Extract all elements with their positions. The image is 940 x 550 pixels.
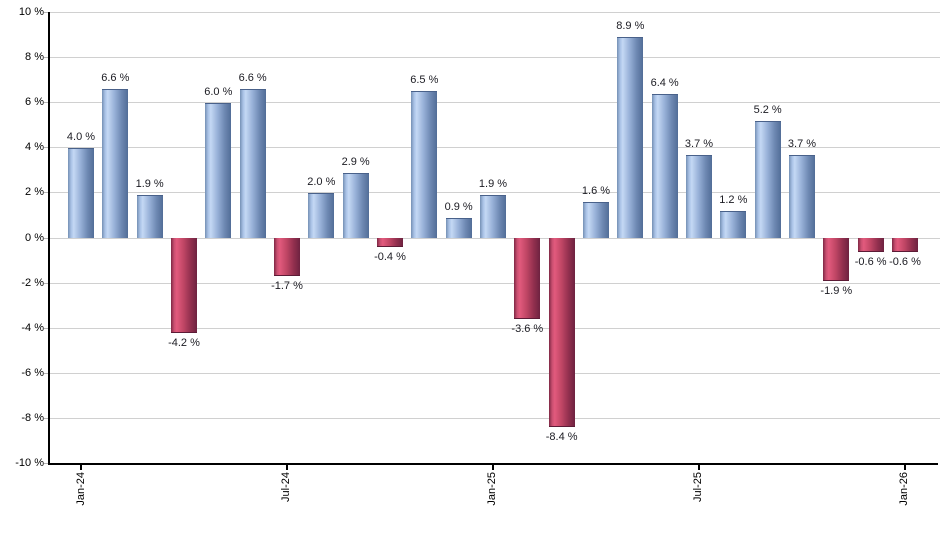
bar-Jul-25 [685, 154, 712, 238]
bar-Jul-24 [273, 238, 300, 277]
y-axis-tick--4 [44, 327, 48, 329]
bar-Dec-24 [445, 217, 472, 238]
bar-Feb-25 [514, 238, 541, 320]
bar-value-label-May-24: 6.0 % [204, 85, 233, 98]
bar-Dec-25 [857, 238, 884, 252]
y-axis-tick-0 [44, 237, 48, 239]
bar-value-label-Jul-24: -1.7 % [271, 280, 303, 293]
bar-Aug-24 [308, 192, 335, 238]
bar-value-label-Nov-25: -1.9 % [820, 284, 853, 297]
x-axis-tick-Jul-25 [697, 463, 700, 470]
bar-value-label-Nov-24: 6.5 % [410, 74, 439, 87]
gridline--8 [48, 417, 940, 419]
bar-Jan-26 [891, 238, 918, 252]
bar-value-label-Sep-24: 2.9 % [341, 155, 370, 168]
bar-Apr-24 [170, 238, 197, 333]
bar-Nov-25 [823, 238, 850, 281]
y-axis-label-6: 6 % [25, 96, 44, 109]
y-axis-label--2: -2 % [21, 276, 44, 289]
y-axis-tick-2 [44, 192, 48, 194]
bar-Jun-25 [651, 93, 678, 238]
bar-Aug-25 [720, 210, 747, 238]
x-axis-tick-Jul-24 [285, 463, 288, 470]
bar-Jun-24 [239, 89, 266, 238]
y-axis-label--4: -4 % [21, 321, 44, 334]
bar-value-label-Feb-24: 6.6 % [101, 72, 130, 85]
bar-value-label-May-25: 8.9 % [616, 20, 645, 33]
y-axis-tick-10 [44, 12, 48, 13]
bar-value-label-Sep-25: 5.2 % [753, 103, 782, 116]
x-axis-label-Jan-26: Jan-26 [898, 472, 911, 506]
bar-Sep-24 [342, 172, 369, 238]
bar-value-label-Oct-24: -0.4 % [374, 251, 406, 264]
x-axis-line [48, 463, 938, 465]
y-axis-label-0: 0 % [25, 231, 44, 244]
bar-Nov-24 [411, 91, 438, 238]
y-axis-label--8: -8 % [21, 411, 44, 424]
gridline-4 [48, 147, 940, 149]
bar-Jan-24 [68, 147, 94, 238]
bar-Apr-25 [582, 201, 609, 238]
bar-value-label-Feb-25: -3.6 % [511, 323, 544, 336]
y-axis-tick--10 [44, 463, 48, 464]
y-axis-label--10: -10 % [15, 457, 44, 469]
bar-value-label-Oct-25: 3.7 % [787, 137, 817, 150]
bar-value-label-Mar-25: -8.4 % [545, 431, 578, 444]
gridline-6 [48, 102, 940, 104]
bar-May-24 [205, 102, 232, 238]
bar-value-label-Jun-24: 6.6 % [238, 72, 267, 85]
bar-Feb-24 [102, 89, 129, 238]
x-axis-label-Jan-25: Jan-25 [486, 472, 499, 506]
x-axis-tick-Jan-25 [491, 463, 494, 470]
bar-May-25 [617, 37, 644, 238]
bar-value-label-Jan-24: 4.0 % [66, 130, 96, 143]
bar-Oct-24 [376, 238, 403, 248]
bar-value-label-Jun-25: 6.4 % [650, 76, 679, 89]
y-axis-tick--2 [44, 282, 48, 284]
y-axis-tick-4 [44, 147, 48, 149]
bar-Sep-25 [754, 120, 781, 238]
x-axis-label-Jan-24: Jan-24 [74, 472, 87, 506]
bar-value-label-Jan-25: 1.9 % [478, 178, 508, 191]
y-axis-label-10: 10 % [18, 6, 44, 18]
y-axis-tick--8 [44, 417, 48, 419]
bar-value-label-Jul-25: 3.7 % [684, 137, 714, 150]
gridline-0 [48, 237, 940, 239]
y-axis-tick-6 [44, 102, 48, 104]
gridline--6 [48, 372, 940, 374]
gridline--2 [48, 282, 940, 284]
gridline-2 [48, 192, 940, 194]
bar-Jan-25 [479, 195, 506, 238]
gridline--4 [48, 327, 940, 329]
y-axis-label-8: 8 % [25, 51, 44, 64]
bar-value-label-Dec-25: -0.6 % [854, 255, 887, 268]
bar-value-label-Apr-24: -4.2 % [168, 336, 200, 349]
y-axis-tick--6 [44, 372, 48, 374]
bar-Oct-25 [788, 154, 815, 238]
x-axis-label-Jul-25: Jul-25 [692, 472, 705, 502]
x-axis-tick-Jan-24 [80, 463, 82, 470]
bar-value-label-Mar-24: 1.9 % [135, 178, 164, 191]
bar-Mar-25 [548, 238, 575, 428]
bar-value-label-Jan-26: -0.6 % [889, 255, 921, 268]
y-axis-line [48, 12, 50, 464]
y-axis-label-2: 2 % [25, 186, 44, 199]
y-axis-label-4: 4 % [25, 141, 44, 154]
x-axis-label-Jul-24: Jul-24 [280, 472, 293, 502]
y-axis-label--6: -6 % [21, 366, 44, 379]
bar-value-label-Apr-25: 1.6 % [581, 184, 611, 197]
bar-value-label-Dec-24: 0.9 % [444, 200, 473, 213]
gridline-10 [48, 12, 940, 13]
bar-value-label-Aug-24: 2.0 % [307, 175, 336, 188]
gridline-8 [48, 57, 940, 59]
bar-value-label-Aug-25: 1.2 % [719, 193, 748, 206]
x-axis-tick-Jan-26 [903, 463, 906, 470]
bar-Mar-24 [136, 195, 163, 238]
y-axis-tick-8 [44, 57, 48, 59]
